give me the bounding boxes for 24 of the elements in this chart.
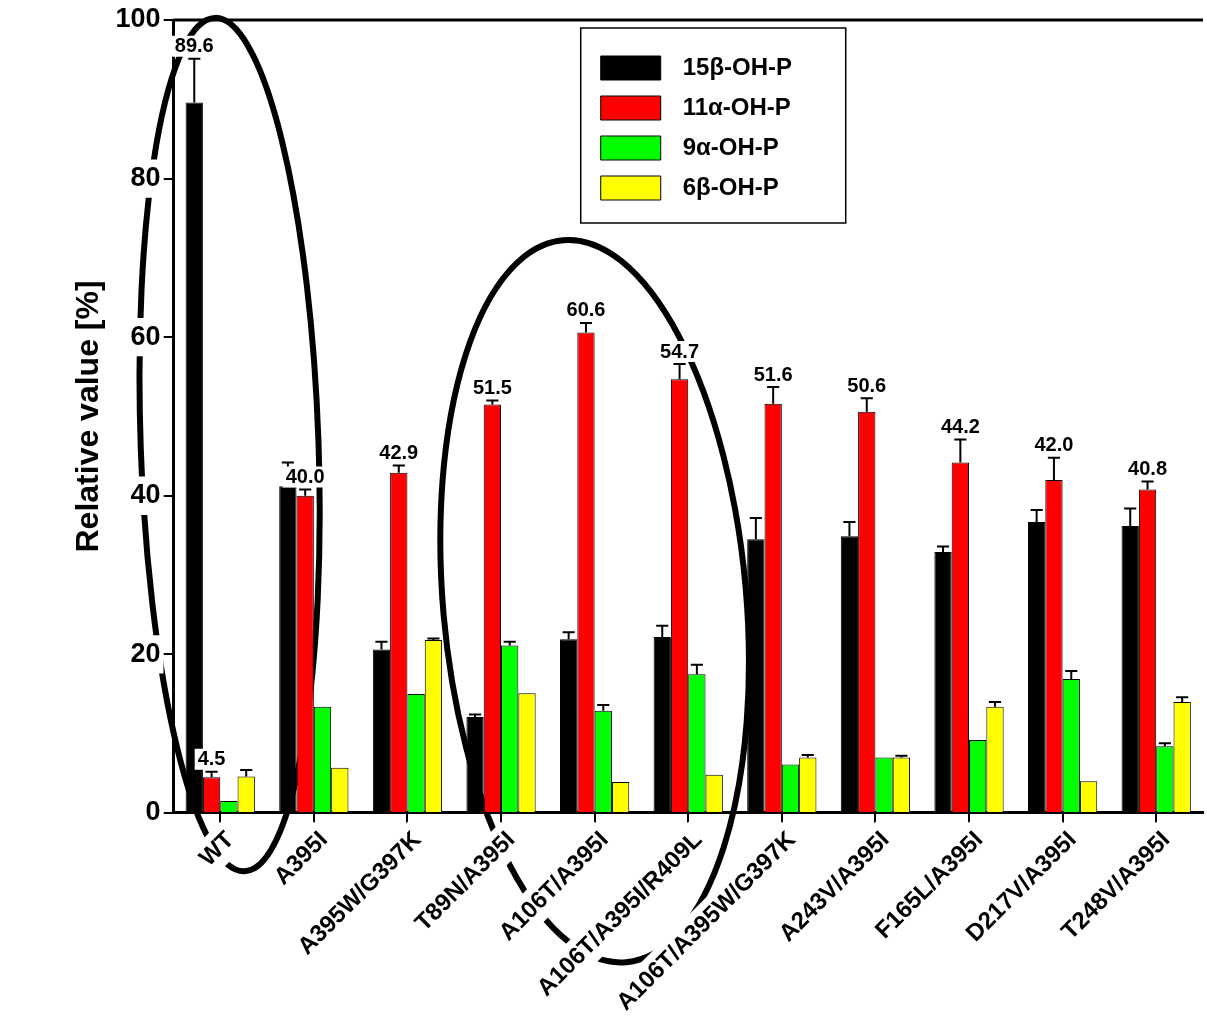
data-label: 42.0 [1034, 433, 1074, 456]
y-tick-label: 40 [130, 479, 161, 510]
data-label: 51.6 [753, 362, 793, 385]
y-axis-title: Relative value [%] [69, 280, 106, 553]
data-label: 54.7 [660, 339, 700, 362]
legend-label: 9α-OH-P [682, 132, 779, 160]
data-label: 89.6 [174, 34, 214, 57]
legend-label: 11α-OH-P [682, 92, 791, 120]
data-label: 40.0 [285, 464, 325, 487]
y-tick-label: 100 [115, 3, 161, 34]
data-label: 40.8 [1128, 456, 1168, 479]
data-label: 42.9 [379, 441, 419, 464]
x-tick-label: WT [193, 824, 239, 871]
data-label: 60.6 [566, 298, 606, 321]
y-tick-label: 20 [130, 637, 161, 668]
data-label: 44.2 [940, 414, 980, 437]
data-label: 50.6 [847, 373, 887, 396]
y-tick-label: 0 [145, 796, 161, 827]
legend-label: 15β-OH-P [682, 52, 793, 80]
legend-label: 6β-OH-P [682, 172, 779, 200]
data-label: 4.5 [197, 747, 226, 770]
y-tick-label: 60 [130, 320, 161, 351]
y-tick-label: 80 [130, 162, 161, 193]
data-label: 51.5 [472, 376, 512, 399]
